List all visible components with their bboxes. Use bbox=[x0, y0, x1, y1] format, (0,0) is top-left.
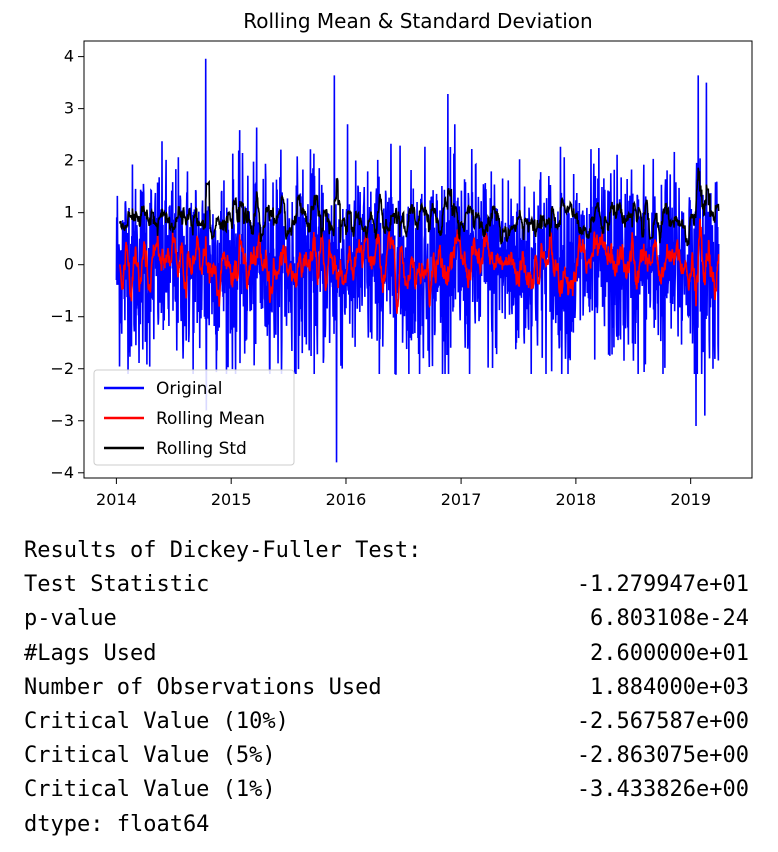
result-row: Critical Value (1%) -3.433826e+00 bbox=[24, 777, 749, 803]
legend-label-original: Original bbox=[156, 379, 223, 399]
rolling-stats-chart: Rolling Mean & Standard Deviation 4 3 2 1 0 −… bbox=[50, 9, 753, 509]
result-row: Critical Value (10%) -2.567587e+00 bbox=[24, 708, 749, 734]
y-tick-label: −1 bbox=[50, 307, 74, 326]
result-row: #Lags Used 2.600000e+01 bbox=[24, 640, 749, 666]
x-tick-label: 2016 bbox=[326, 490, 367, 509]
y-tick-label: −3 bbox=[50, 411, 74, 430]
legend-box bbox=[93, 369, 295, 466]
y-tick-label: 0 bbox=[64, 255, 74, 274]
series-original-line bbox=[115, 58, 720, 463]
y-tick-label: 1 bbox=[64, 203, 74, 222]
result-row: Number of Observations Used 1.884000e+03 bbox=[24, 674, 749, 700]
y-tick-label: −4 bbox=[50, 463, 74, 482]
dickey-fuller-results: Results of Dickey-Fuller Test: Test Stat… bbox=[24, 534, 749, 842]
x-tick-label: 2015 bbox=[211, 490, 252, 509]
x-tick-label: 2018 bbox=[556, 490, 597, 509]
axes: 4 3 2 1 0 −1 −2 −3 −4 2014 2015 2016 2017 2018 2019 bbox=[50, 40, 753, 509]
y-tick-label: 4 bbox=[64, 47, 74, 66]
legend-label-rolling-mean: Rolling Mean bbox=[156, 409, 265, 429]
x-tick-label: 2019 bbox=[670, 490, 711, 509]
series-rolling-mean-line bbox=[119, 218, 720, 314]
result-row: Test Statistic -1.279947e+01 bbox=[24, 572, 749, 598]
legend: Original Rolling Mean Rolling Std bbox=[93, 369, 295, 466]
result-row: Critical Value (5%) -2.863075e+00 bbox=[24, 743, 749, 769]
y-tick-label: 2 bbox=[64, 151, 74, 170]
chart-title: Rolling Mean & Standard Deviation bbox=[243, 9, 592, 33]
results-heading: Results of Dickey-Fuller Test: bbox=[24, 538, 422, 563]
plot-area bbox=[115, 58, 720, 463]
results-dtype: dtype: float64 bbox=[24, 811, 210, 837]
y-tick-label: 3 bbox=[64, 99, 74, 118]
y-tick-label: −2 bbox=[50, 359, 74, 378]
result-row: p-value 6.803108e-24 bbox=[24, 606, 749, 632]
series-rolling-std-line bbox=[119, 167, 720, 247]
plot-frame bbox=[83, 40, 753, 479]
x-tick-label: 2017 bbox=[441, 490, 482, 509]
legend-label-rolling-std: Rolling Std bbox=[156, 439, 247, 459]
x-tick-label: 2014 bbox=[96, 490, 137, 509]
